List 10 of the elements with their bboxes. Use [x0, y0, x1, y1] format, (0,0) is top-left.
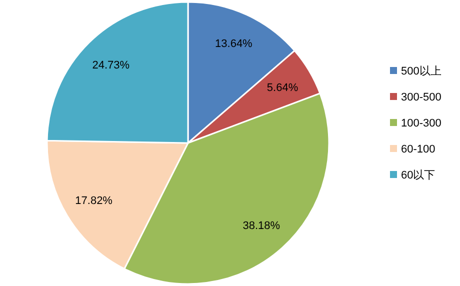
data-label: 38.18%: [242, 220, 280, 232]
legend-label: 100-300: [401, 118, 442, 130]
legend-label: 60以下: [401, 168, 436, 182]
data-label: 24.73%: [92, 60, 130, 72]
data-label: 17.82%: [75, 194, 113, 207]
legend-label: 60-100: [401, 144, 436, 156]
legend-label: 500以上: [401, 64, 442, 78]
data-label: 13.64%: [215, 38, 253, 50]
data-label: 5.64%: [266, 82, 298, 94]
legend-label: 300-500: [401, 92, 442, 104]
